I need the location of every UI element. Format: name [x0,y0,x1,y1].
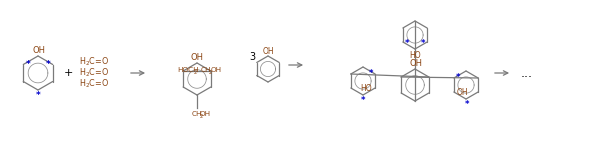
Text: H$_2$C=O: H$_2$C=O [79,56,109,68]
Text: ...: ... [521,66,533,80]
Text: 2: 2 [199,113,203,118]
Text: +: + [64,68,73,78]
Text: *: * [369,69,373,77]
Text: 2: 2 [193,70,197,75]
Text: *: * [404,39,409,47]
Text: *: * [46,60,50,69]
Text: OH: OH [32,46,46,55]
Text: *: * [455,72,460,81]
Text: *: * [465,100,469,108]
Text: OH: OH [262,46,274,56]
Text: OH: OH [410,59,422,68]
Text: CH: CH [192,111,202,117]
Text: OH: OH [199,111,211,117]
Text: *: * [361,96,365,105]
Text: *: * [26,60,31,69]
Text: OH: OH [457,87,469,96]
Text: 2: 2 [208,70,212,75]
Text: HOCH: HOCH [177,67,199,73]
Text: 3: 3 [249,52,255,62]
Text: HO: HO [409,51,421,60]
Text: H$_2$C=O: H$_2$C=O [79,78,109,90]
Text: HO: HO [361,83,372,92]
Text: H$_2$C=O: H$_2$C=O [79,67,109,79]
Text: *: * [421,39,425,47]
Text: *: * [35,91,40,100]
Text: OH: OH [191,53,203,62]
Text: CH: CH [201,67,211,73]
Text: OH: OH [211,67,222,73]
